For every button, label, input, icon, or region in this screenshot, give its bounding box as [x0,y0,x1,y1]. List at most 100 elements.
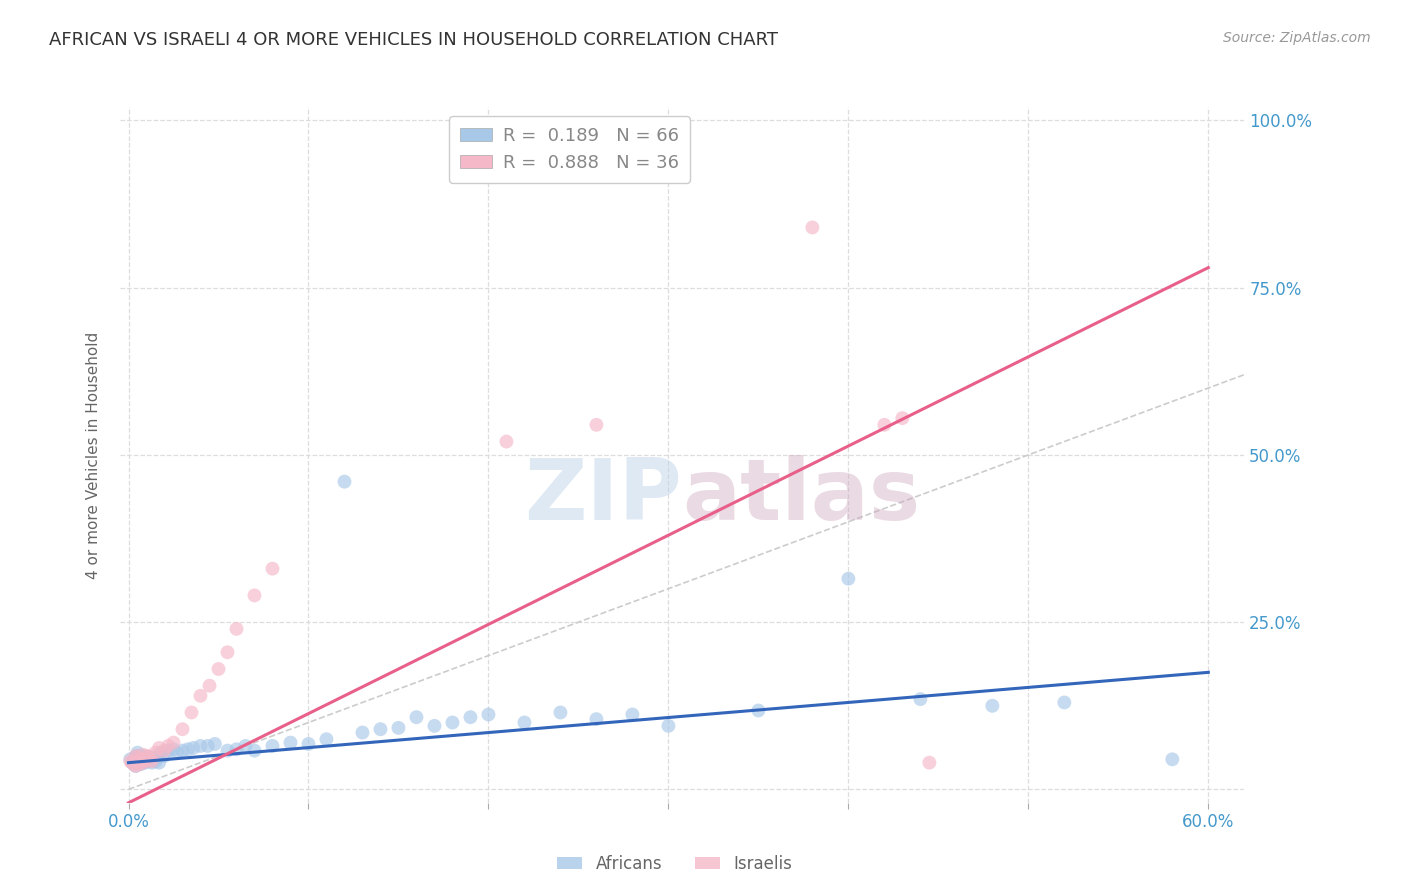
Africans [125,750,148,764]
Israelis [157,739,180,753]
Israelis [132,756,155,770]
Africans [405,710,427,724]
Israelis [225,622,247,636]
Africans [166,746,188,760]
Israelis [127,750,149,764]
Israelis [495,434,517,449]
Israelis [148,740,170,755]
Africans [217,744,239,758]
Israelis [135,750,157,764]
Africans [148,756,170,770]
Africans [981,698,1004,713]
Israelis [243,589,266,603]
Africans [423,719,446,733]
Israelis [125,749,148,764]
Africans [315,732,337,747]
Israelis [129,752,152,766]
Africans [132,749,155,764]
Africans [441,715,464,730]
Africans [235,739,257,753]
Africans [134,752,156,766]
Israelis [139,752,162,766]
Text: atlas: atlas [682,455,920,538]
Africans [128,755,150,769]
Africans [134,756,156,770]
Africans [190,739,212,753]
Africans [129,752,152,766]
Israelis [122,756,145,771]
Israelis [125,759,148,773]
Africans [135,750,157,764]
Africans [585,712,607,726]
Africans [146,750,169,764]
Africans [747,703,769,717]
Africans [225,742,247,756]
Africans [136,752,159,766]
Africans [197,739,219,753]
Africans [621,707,644,722]
Africans [136,755,159,769]
Israelis [153,744,176,758]
Africans [122,755,145,769]
Israelis [801,220,824,235]
Africans [477,707,499,722]
Israelis [121,756,143,770]
Israelis [198,679,221,693]
Israelis [262,562,284,576]
Africans [162,742,184,756]
Africans [122,756,145,771]
Africans [153,749,176,764]
Israelis [128,756,150,771]
Africans [142,752,165,766]
Text: Source: ZipAtlas.com: Source: ZipAtlas.com [1223,31,1371,45]
Africans [352,725,374,739]
Israelis [136,749,159,764]
Text: AFRICAN VS ISRAELI 4 OR MORE VEHICLES IN HOUSEHOLD CORRELATION CHART: AFRICAN VS ISRAELI 4 OR MORE VEHICLES IN… [49,31,778,49]
Israelis [132,747,155,762]
Africans [837,572,859,586]
Israelis [134,755,156,769]
Israelis [145,746,167,760]
Israelis [120,755,142,769]
Africans [243,744,266,758]
Israelis [873,417,896,432]
Israelis [891,411,914,425]
Africans [141,756,163,770]
Africans [135,755,157,769]
Israelis [141,755,163,769]
Africans [129,756,152,771]
Africans [333,475,356,489]
Africans [172,744,194,758]
Africans [120,752,142,766]
Israelis [207,662,229,676]
Israelis [162,735,184,749]
Israelis [172,723,194,737]
Africans [127,756,149,770]
Africans [132,755,155,769]
Africans [127,749,149,764]
Africans [657,719,679,733]
Africans [149,746,172,760]
Africans [910,692,932,706]
Israelis [180,706,202,720]
Israelis [217,645,239,659]
Y-axis label: 4 or more Vehicles in Household: 4 or more Vehicles in Household [86,331,101,579]
Africans [128,750,150,764]
Africans [181,740,204,755]
Israelis [585,417,607,432]
Africans [204,737,226,751]
Africans [280,735,302,749]
Africans [297,737,319,751]
Israelis [190,689,212,703]
Africans [460,710,482,724]
Israelis [918,756,941,770]
Africans [387,721,409,735]
Legend: R =  0.189   N = 66, R =  0.888   N = 36: R = 0.189 N = 66, R = 0.888 N = 36 [449,116,690,183]
Text: ZIP: ZIP [524,455,682,538]
Africans [262,739,284,753]
Israelis [127,755,149,769]
Africans [121,756,143,770]
Africans [1053,696,1076,710]
Africans [1161,752,1184,766]
Legend: Africans, Israelis: Africans, Israelis [551,848,799,880]
